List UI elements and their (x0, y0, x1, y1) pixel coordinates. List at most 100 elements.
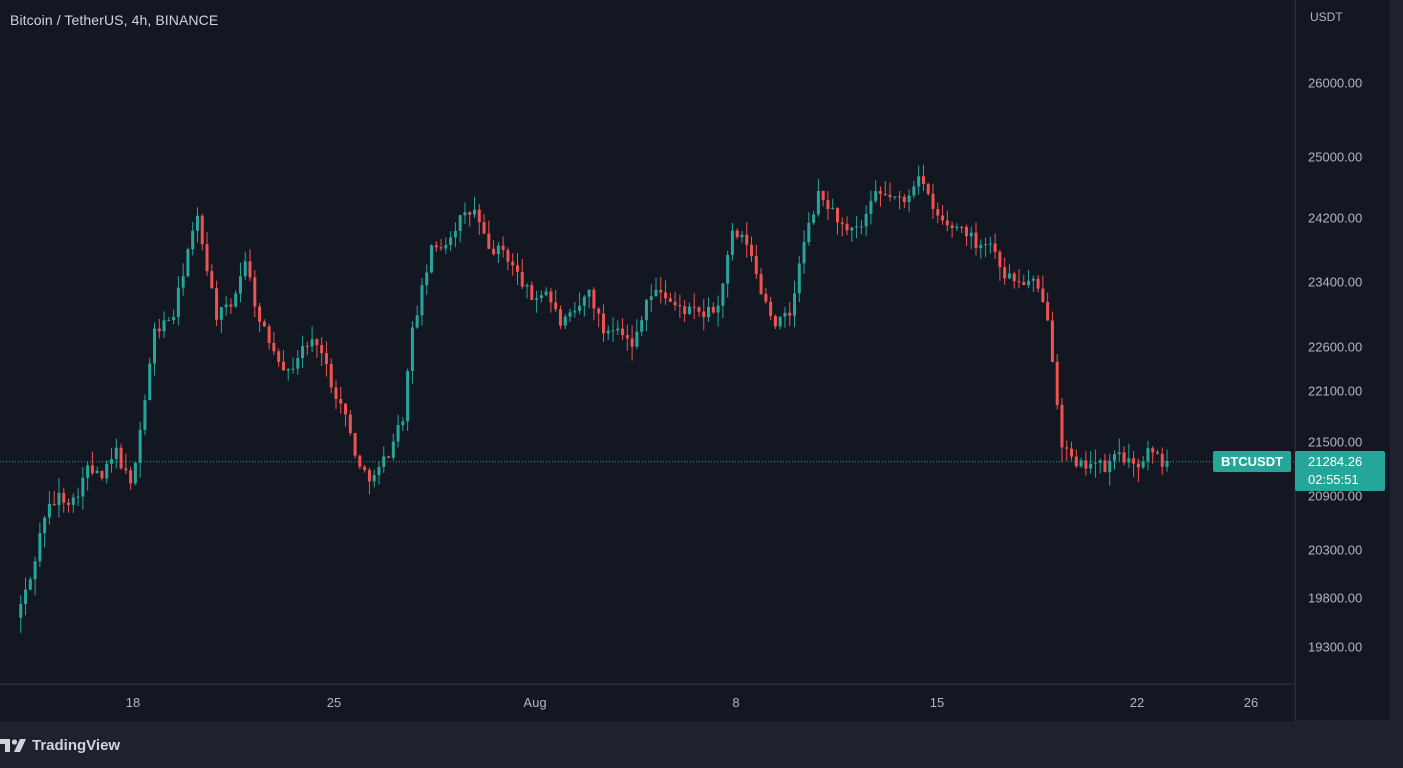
price-tick: 24200.00 (1308, 210, 1363, 226)
price-tick: 19800.00 (1308, 590, 1363, 606)
candle-up (1031, 278, 1035, 281)
price-tick: 25000.00 (1308, 149, 1363, 165)
candle-down (659, 289, 663, 293)
candle-down (1136, 463, 1140, 468)
candlestick-plot (0, 164, 1294, 633)
candle-up (707, 306, 711, 318)
candle-up (410, 327, 414, 371)
candle-down (267, 326, 271, 343)
candle-down (558, 309, 562, 326)
candle-up (114, 447, 118, 459)
candle-down (492, 248, 496, 255)
candle-down (1132, 458, 1136, 464)
candle-down (902, 196, 906, 202)
candle-down (339, 399, 343, 404)
candle-up (396, 425, 400, 442)
candle-down (1084, 460, 1088, 469)
candle-up (133, 462, 137, 484)
candle-down (941, 215, 945, 221)
price-tick: 23400.00 (1308, 274, 1363, 290)
candle-down (272, 342, 276, 352)
time-tick: 26 (1243, 695, 1259, 710)
candle-down (826, 200, 830, 210)
candle-down (711, 306, 715, 313)
time-tick: 22 (1129, 695, 1145, 710)
time-tick: 25 (326, 695, 342, 710)
candle-down (258, 306, 262, 322)
candle-down (592, 289, 596, 309)
candle-down (277, 351, 281, 362)
candle-up (234, 293, 238, 307)
tradingview-brand[interactable]: TradingView (0, 735, 120, 755)
candle-down (883, 193, 887, 195)
candle-down (1055, 361, 1059, 405)
candle-up (654, 289, 658, 297)
price-scale[interactable] (1295, 0, 1390, 720)
candle-up (573, 310, 577, 313)
price-tick: 19300.00 (1308, 639, 1363, 655)
price-tick: 20900.00 (1308, 488, 1363, 504)
candle-up (544, 291, 548, 296)
candle-up (186, 249, 190, 277)
candle-down (501, 245, 505, 250)
candle-down (668, 298, 672, 302)
tradingview-wordmark: TradingView (32, 736, 121, 754)
candle-down (506, 249, 510, 262)
chart-legend-title[interactable]: Bitcoin / TetherUS, 4h, BINANCE (10, 12, 219, 28)
candle-up (301, 345, 305, 359)
candle-up (47, 503, 51, 518)
time-tick: 8 (732, 695, 740, 710)
candle-down (344, 403, 348, 415)
candle-up (644, 299, 648, 321)
candle-down (511, 261, 515, 266)
candle-up (535, 298, 539, 300)
candle-down (960, 226, 964, 228)
candle-down (90, 465, 94, 474)
candle-down (353, 433, 357, 456)
candle-up (238, 276, 242, 294)
candle-up (1117, 452, 1121, 455)
candle-up (1079, 460, 1083, 467)
currency-label[interactable]: USDT (1310, 10, 1343, 24)
price-tick: 26000.00 (1308, 75, 1363, 91)
candle-down (363, 466, 367, 470)
candle-up (893, 196, 897, 198)
candle-down (692, 306, 696, 308)
candle-up (401, 421, 405, 426)
candle-down (1155, 452, 1159, 454)
time-scale[interactable] (0, 684, 1294, 721)
candle-up (1165, 460, 1169, 467)
candle-down (1017, 281, 1021, 283)
candle-down (124, 468, 128, 471)
candle-down (945, 220, 949, 226)
candle-down (1151, 448, 1155, 453)
candle-down (520, 271, 524, 287)
candle-up (917, 176, 921, 187)
candle-down (439, 247, 443, 249)
candle-down (348, 414, 352, 434)
candle-up (874, 191, 878, 201)
candle-up (1127, 458, 1131, 463)
candle-up (778, 316, 782, 327)
chart-pane[interactable] (0, 0, 1294, 683)
candle-down (835, 208, 839, 223)
candle-down (601, 313, 605, 334)
candle-down (554, 302, 558, 310)
candle-up (430, 245, 434, 273)
candle-up (740, 234, 744, 238)
candle-up (616, 328, 620, 331)
candle-down (200, 215, 204, 245)
candle-down (702, 311, 706, 318)
candle-up (449, 237, 453, 246)
candle-series (19, 164, 1169, 633)
candle-down (305, 345, 309, 347)
candle-up (955, 226, 959, 229)
candle-up (420, 285, 424, 316)
candle-down (549, 291, 553, 303)
candle-up (1027, 280, 1031, 286)
candle-up (582, 296, 586, 306)
candle-up (979, 244, 983, 248)
candle-up (1093, 462, 1097, 464)
candle-down (764, 293, 768, 302)
candle-down (1041, 288, 1045, 302)
